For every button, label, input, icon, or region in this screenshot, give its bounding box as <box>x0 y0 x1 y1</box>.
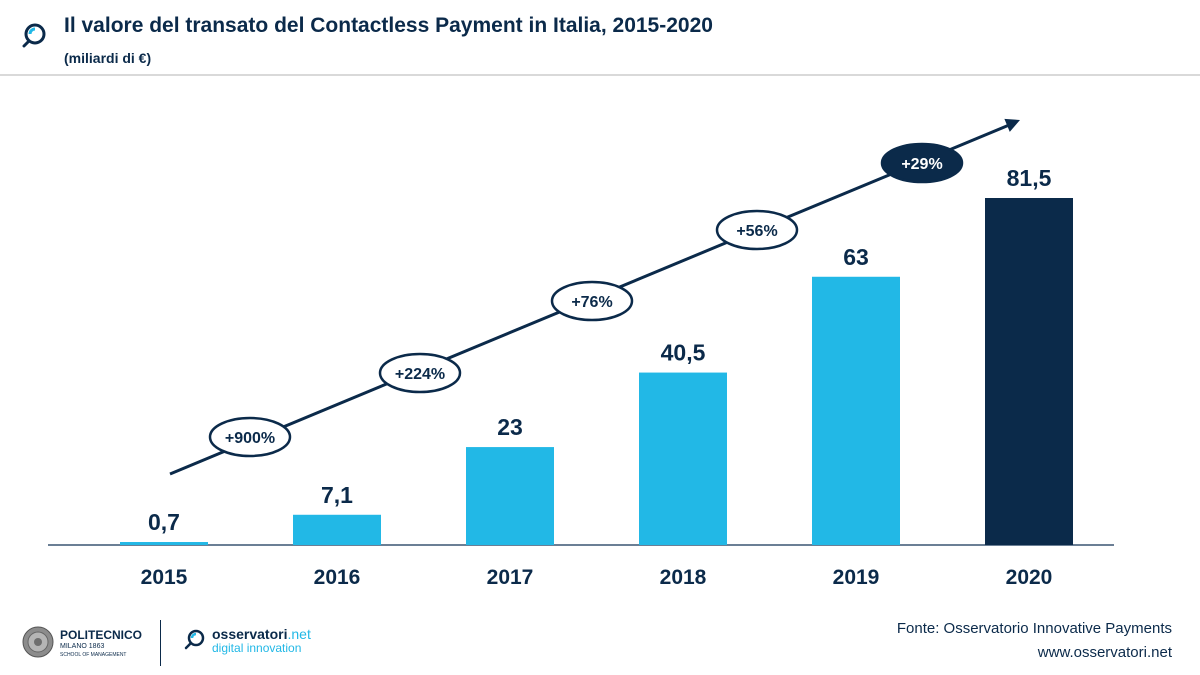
osservatori-brand: osservatori.net <box>212 626 311 642</box>
politecnico-school: SCHOOL OF MANAGEMENT <box>60 652 127 658</box>
growth-label-4: +56% <box>736 223 777 240</box>
politecnico-name: POLITECNICO <box>60 628 143 642</box>
growth-badge-4 <box>715 209 799 251</box>
x-tick-label-2019: 2019 <box>833 566 880 589</box>
data-label-2019: 63 <box>843 244 869 270</box>
bar-2016 <box>293 514 381 545</box>
growth-badge-3 <box>550 280 634 322</box>
growth-badge-5 <box>880 142 964 184</box>
bar-2015 <box>120 542 208 545</box>
bar-2018 <box>639 372 727 545</box>
source-note: Fonte: Osservatorio Innovative Payments <box>896 620 1172 637</box>
growth-label-3: +76% <box>571 294 612 311</box>
growth-badge-2 <box>378 352 462 394</box>
growth-arrow-head <box>1004 118 1020 132</box>
bar-2017 <box>466 447 554 545</box>
x-tick-label-2018: 2018 <box>660 566 707 589</box>
politecnico-seal-icon <box>22 626 54 658</box>
data-label-2016: 7,1 <box>321 482 353 508</box>
bar-2019 <box>812 276 900 545</box>
growth-label-1: +900% <box>225 430 275 447</box>
footer-divider <box>160 620 161 666</box>
data-label-2020: 81,5 <box>1007 165 1052 191</box>
website-link[interactable]: www.osservatori.net <box>1037 644 1172 661</box>
x-tick-label-2020: 2020 <box>1006 566 1053 589</box>
x-tick-label-2017: 2017 <box>487 566 534 589</box>
data-label-2015: 0,7 <box>148 509 180 535</box>
bar-2020 <box>985 198 1073 545</box>
osservatori-magnifier-icon <box>184 629 205 650</box>
x-tick-label-2015: 2015 <box>141 566 188 589</box>
data-label-2017: 23 <box>497 414 523 440</box>
data-label-2018: 40,5 <box>661 340 706 366</box>
bar-chart: 0,7 2015 7,1 2016 23 2017 40,5 2018 63 2019 81,5 20… <box>48 118 1114 589</box>
osservatori-brand-suffix: .net <box>287 626 311 642</box>
growth-label-5: +29% <box>901 156 942 173</box>
politecnico-city: MILANO 1863 <box>60 643 105 650</box>
x-tick-label-2016: 2016 <box>314 566 361 589</box>
header-divider <box>0 74 1200 76</box>
page-title: Il valore del transato del Contactless P… <box>64 14 713 37</box>
magnifier-logo-icon <box>22 23 46 48</box>
page-subtitle: (miliardi di €) <box>64 50 152 66</box>
growth-label-2: +224% <box>395 366 445 383</box>
osservatori-tagline: digital innovation <box>212 641 302 655</box>
header: Il valore del transato del Contactless P… <box>0 0 1200 76</box>
growth-badge-1 <box>208 416 292 458</box>
